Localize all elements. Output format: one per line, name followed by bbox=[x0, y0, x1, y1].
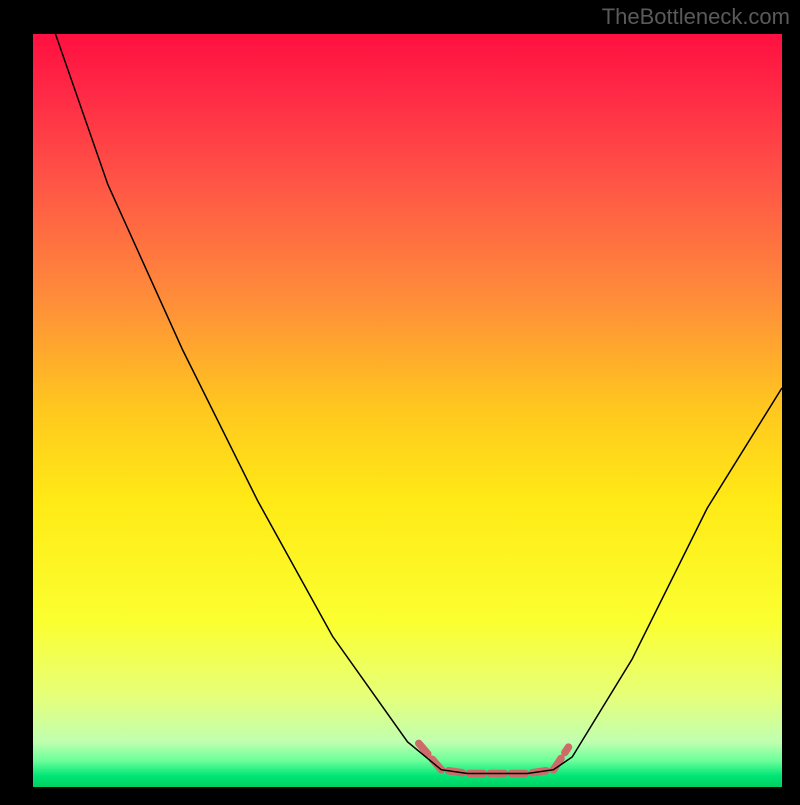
watermark-text: TheBottleneck.com bbox=[602, 4, 790, 30]
plot-background bbox=[33, 34, 782, 787]
chart-svg bbox=[0, 0, 800, 800]
chart-frame: TheBottleneck.com bbox=[0, 0, 800, 800]
